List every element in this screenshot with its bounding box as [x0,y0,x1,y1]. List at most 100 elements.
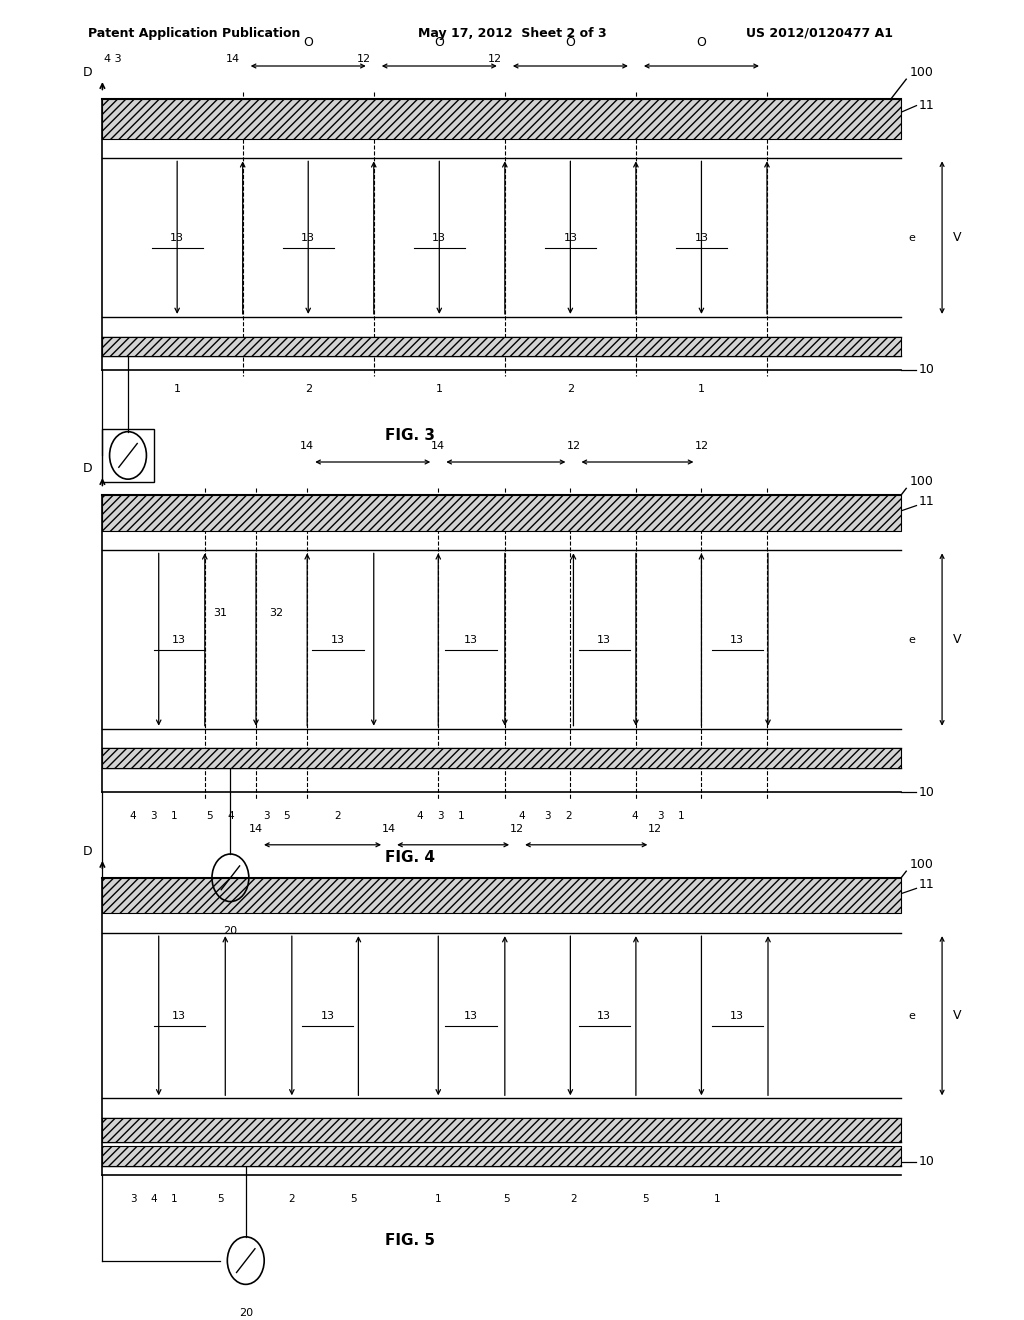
Text: 4: 4 [417,810,423,821]
Text: 13: 13 [172,1011,186,1020]
Bar [102,495,901,531]
Text: 31: 31 [213,609,227,618]
Text: D: D [83,66,92,79]
Text: 1: 1 [714,1193,720,1204]
Text: Patent Application Publication: Patent Application Publication [88,26,301,40]
Bar [102,99,901,139]
Text: 10: 10 [919,363,935,376]
Text: 4: 4 [151,1193,157,1204]
Text: FIG. 5: FIG. 5 [385,1233,434,1249]
Text: e: e [908,1011,914,1020]
Bar [102,748,901,768]
Text: 13: 13 [563,232,578,243]
Text: 20: 20 [121,503,135,513]
Text: 13: 13 [464,1011,478,1020]
Text: 11: 11 [919,99,935,112]
Bar [102,878,901,913]
Text: e: e [908,635,914,644]
Text: 2: 2 [305,384,311,395]
Text: 3: 3 [657,810,664,821]
Text: 14: 14 [225,54,240,65]
Text: O: O [434,36,444,49]
Text: 4: 4 [130,810,136,821]
Text: 5: 5 [207,810,213,821]
Text: 3: 3 [437,810,443,821]
Bar [102,1118,901,1142]
Text: 10: 10 [919,785,935,799]
Text: 12: 12 [648,824,663,834]
Text: 5: 5 [642,1193,648,1204]
Text: 4 3: 4 3 [103,54,122,65]
Text: V: V [953,634,962,645]
Text: 2: 2 [335,810,341,821]
Text: 32: 32 [269,609,284,618]
Text: 1: 1 [436,384,442,395]
Text: 1: 1 [174,384,180,395]
Text: 14: 14 [300,441,314,451]
Text: FIG. 3: FIG. 3 [385,428,434,444]
Text: 13: 13 [301,232,315,243]
Text: 1: 1 [458,810,464,821]
Text: 13: 13 [321,1011,335,1020]
Text: US 2012/0120477 A1: US 2012/0120477 A1 [745,26,893,40]
Text: 11: 11 [919,495,935,508]
Text: 20: 20 [223,925,238,936]
Text: 13: 13 [597,635,611,644]
Bar [102,1146,901,1166]
Text: 3: 3 [151,810,157,821]
Text: 100: 100 [909,66,934,79]
Text: 12: 12 [356,54,371,65]
Text: 3: 3 [130,1193,136,1204]
Text: 10: 10 [919,1155,935,1168]
Text: 12: 12 [487,54,502,65]
Text: 13: 13 [170,232,184,243]
Text: 12: 12 [510,824,524,834]
Text: 14: 14 [431,441,445,451]
Text: e: e [908,232,914,243]
Text: V: V [953,1010,962,1022]
Text: 2: 2 [565,810,571,821]
Text: V: V [953,231,962,244]
Text: 1: 1 [678,810,684,821]
Text: 5: 5 [350,1193,356,1204]
Bar [102,429,154,482]
Text: 2: 2 [567,384,573,395]
Text: D: D [83,845,92,858]
Text: FIG. 4: FIG. 4 [385,850,434,866]
Text: May 17, 2012  Sheet 2 of 3: May 17, 2012 Sheet 2 of 3 [418,26,606,40]
Text: 3: 3 [545,810,551,821]
Text: 100: 100 [909,475,934,488]
Text: O: O [696,36,707,49]
Text: 12: 12 [566,441,581,451]
Text: 1: 1 [698,384,705,395]
Text: 4: 4 [227,810,233,821]
Text: 20: 20 [239,1308,253,1319]
Text: O: O [303,36,313,49]
Text: 1: 1 [171,810,177,821]
Text: 13: 13 [172,635,186,644]
Text: 3: 3 [263,810,269,821]
Text: 13: 13 [432,232,446,243]
Text: 13: 13 [730,1011,744,1020]
Text: 1: 1 [435,1193,441,1204]
Text: 4: 4 [632,810,638,821]
Text: 14: 14 [249,824,263,834]
Text: 13: 13 [331,635,345,644]
Text: 13: 13 [694,232,709,243]
Text: 5: 5 [217,1193,223,1204]
Text: 5: 5 [504,1193,510,1204]
Text: 2: 2 [289,1193,295,1204]
Text: 14: 14 [382,824,396,834]
Text: 4: 4 [519,810,525,821]
Text: 13: 13 [730,635,744,644]
Text: 11: 11 [919,878,935,891]
Text: 5: 5 [284,810,290,821]
Bar [102,337,901,356]
Text: 1: 1 [171,1193,177,1204]
Text: 2: 2 [570,1193,577,1204]
Text: O: O [565,36,575,49]
Text: 13: 13 [464,635,478,644]
Text: 12: 12 [694,441,709,451]
Text: 100: 100 [909,858,934,871]
Text: D: D [83,462,92,475]
